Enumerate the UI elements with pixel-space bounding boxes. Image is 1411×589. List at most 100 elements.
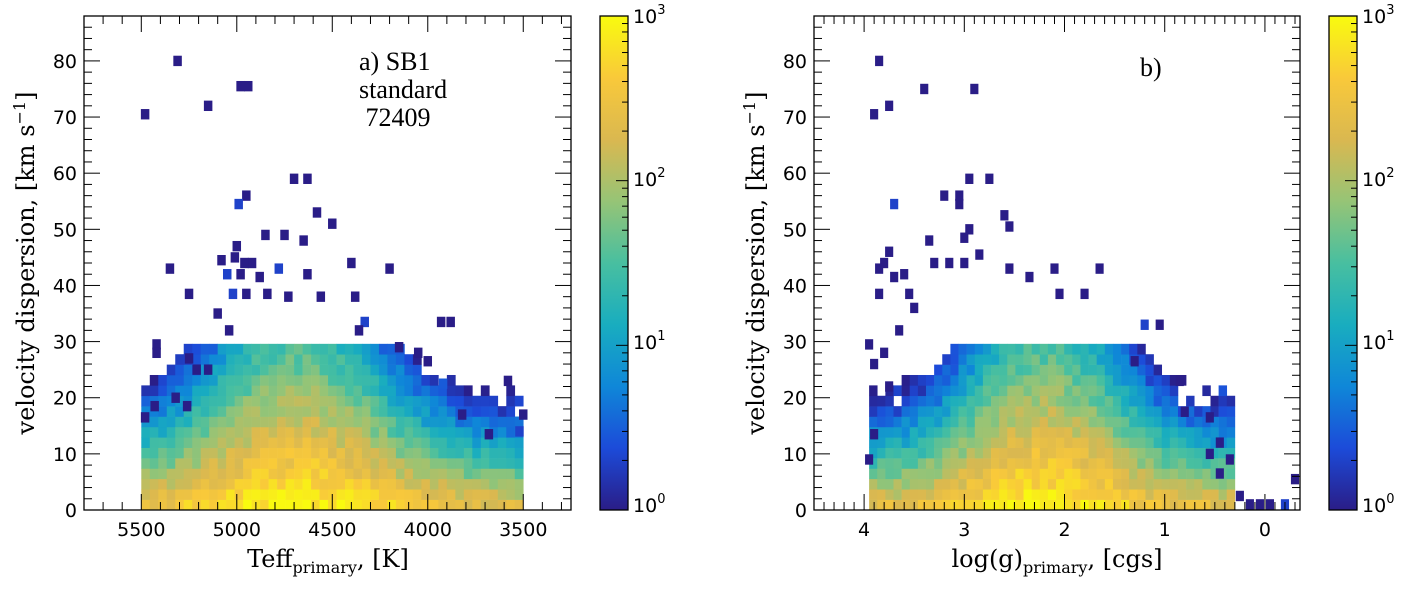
panel-b-cell: [1137, 468, 1146, 480]
panel-b-cell: [1194, 426, 1203, 438]
panel-b-cell: [1031, 354, 1041, 365]
panel-b-cell: [1039, 416, 1049, 428]
panel-a-cell: [472, 447, 482, 459]
panel-b-cell: [885, 437, 894, 448]
panel-b-cell: [966, 385, 976, 397]
panel-a-cell: [217, 395, 227, 407]
panel-b-cell: [1015, 468, 1024, 480]
panel-a-cell: [192, 385, 202, 397]
panel-a-sparse-cell: [263, 288, 272, 300]
panel-a-cell: [209, 395, 218, 407]
panel-b-cell: [1186, 468, 1195, 480]
panel-b-cell: [958, 395, 967, 407]
panel-a-cell: [497, 489, 507, 500]
panel-a-colorbar-label-0: 100: [633, 492, 665, 517]
panel-a-cell: [260, 437, 269, 448]
x-tick-label: 5000: [213, 519, 261, 541]
panel-a-cell: [472, 416, 482, 428]
panel-a-cell: [302, 364, 312, 376]
panel-a-cell: [285, 343, 295, 355]
panel-b-cell: [999, 374, 1008, 386]
panel-b-cell: [1031, 343, 1041, 355]
panel-a-cell: [506, 458, 516, 469]
panel-a-cell: [438, 468, 448, 480]
panel-a-cell: [260, 458, 269, 469]
panel-a-cell: [260, 406, 269, 417]
panel-a-cell: [260, 416, 269, 428]
panel-a-cell: [158, 489, 168, 500]
panel-a-sparse-cell: [515, 426, 524, 437]
panel-b-cell: [1080, 468, 1089, 480]
panel-a-cell: [378, 354, 388, 365]
panel-b-cell: [1047, 395, 1057, 407]
panel-a-colorbar-label-1: 101: [633, 329, 665, 354]
panel-a-cell: [506, 489, 516, 500]
panel-a-cell: [234, 489, 244, 500]
panel-b-cell: [1194, 447, 1203, 459]
panel-b-cell: [1129, 426, 1138, 438]
panel-b-cell: [966, 437, 976, 448]
panel-a-cell: [489, 406, 499, 417]
panel-a-cell: [209, 416, 218, 428]
panel-a-cell: [319, 416, 329, 428]
panel-a-cell: [514, 468, 524, 480]
panel-a-cell: [277, 395, 286, 407]
panel-a-cell: [260, 385, 269, 397]
panel-a-cell: [158, 416, 168, 428]
panel-b-cell: [1047, 458, 1057, 469]
panel-a-cell: [387, 499, 397, 511]
panel-b-cell: [1161, 374, 1171, 386]
panel-a-cell: [387, 374, 397, 386]
panel-b-cell: [974, 395, 984, 407]
panel-b-cell: [1161, 478, 1171, 490]
panel-a-cell: [489, 468, 499, 480]
panel-b-cell: [1064, 499, 1073, 511]
panel-b-cell: [1177, 478, 1187, 490]
panel-b-cell: [926, 426, 935, 438]
panel-b-cell: [1129, 499, 1138, 511]
panel-a-sparse-cell: [303, 269, 312, 280]
panel-a-cell: [234, 374, 244, 386]
panel-a-cell: [200, 343, 210, 355]
panel-a-cell: [311, 395, 320, 407]
panel-b-cell: [1202, 499, 1211, 511]
panel-b-cell: [1007, 437, 1016, 448]
panel-a-cell: [395, 437, 405, 448]
panel-a-cell: [243, 458, 252, 469]
panel-a-cell: [455, 458, 465, 469]
panel-b-cell: [1210, 437, 1219, 448]
panel-b-cell: [1015, 343, 1024, 355]
panel-b-cell: [999, 406, 1008, 417]
panel-a-cell: [209, 478, 218, 490]
panel-a-cell: [345, 426, 354, 438]
y-tick-label: 30: [783, 332, 807, 354]
panel-b-cell: [909, 478, 919, 490]
panel-b-cell: [1121, 385, 1130, 397]
panel-a-cell: [141, 489, 151, 500]
panel-b-cell: [917, 499, 927, 511]
panel-a-cell: [175, 406, 185, 417]
panel-b-cell: [1202, 406, 1211, 417]
panel-a-cell: [192, 406, 202, 417]
panel-b-cell: [1088, 395, 1097, 407]
panel-a-cell: [345, 489, 354, 500]
panel-a-cell: [489, 499, 499, 511]
panel-a-colorbar-ticks: [616, 23, 628, 511]
panel-b-cell: [917, 447, 927, 459]
panel-b-cell: [958, 447, 967, 459]
panel-b-cell: [1145, 364, 1154, 376]
panel-a-cell: [378, 364, 388, 376]
panel-b-cell: [1177, 426, 1187, 438]
panel-b-cell: [1096, 437, 1106, 448]
panel-a-cell: [455, 489, 465, 500]
panel-a-ticks: [83, 15, 571, 511]
panel-b-cell: [991, 437, 1000, 448]
panel-a: 0 10 20 30 40 50 60 70 80 5500 5000 4500 4000 3500 a…: [10, 3, 665, 577]
panel-a-cell: [243, 447, 252, 459]
panel-a-cell: [506, 406, 516, 417]
panel-b-cell: [1210, 395, 1219, 407]
panel-b-cell: [1007, 374, 1016, 386]
panel-a-cell: [294, 385, 303, 397]
panel-b-cell: [958, 374, 967, 386]
panel-b-cell: [1088, 447, 1097, 459]
